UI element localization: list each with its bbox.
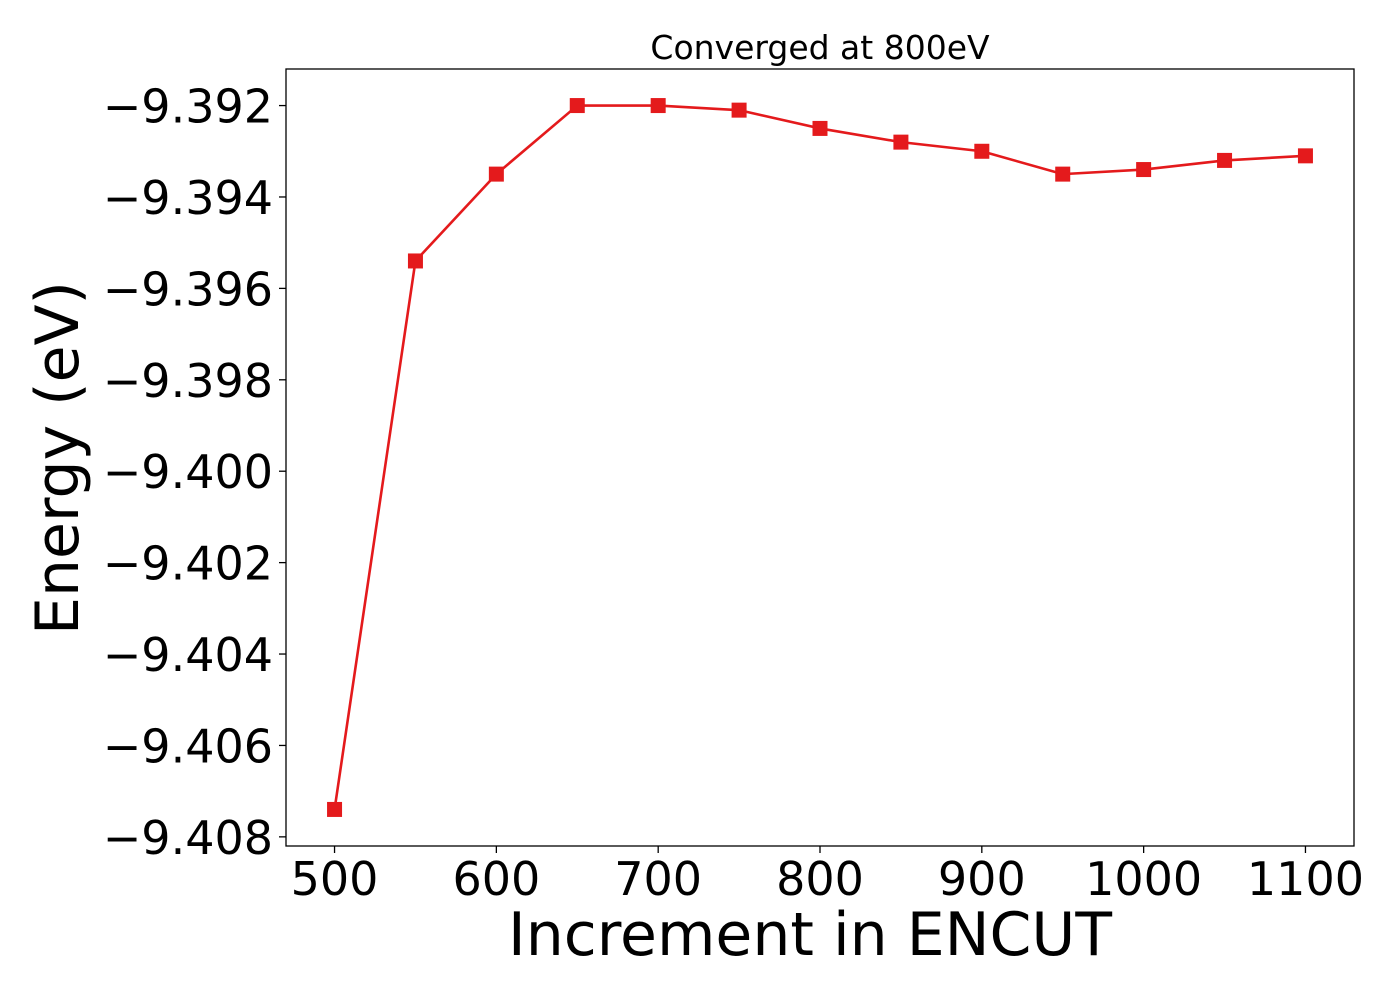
- data-point-marker: [974, 143, 990, 159]
- x-axis-label: Increment in ENCUT: [508, 900, 1112, 970]
- y-axis-label: Energy (eV): [23, 281, 93, 635]
- chart-title: Converged at 800eV: [650, 28, 990, 67]
- data-point-marker: [1055, 166, 1071, 182]
- series-layer: [327, 98, 1313, 817]
- y-tick-label: −9.408: [103, 811, 273, 865]
- x-tick-label: 600: [452, 852, 540, 906]
- y-tick-label: −9.406: [103, 719, 273, 773]
- data-point-marker: [650, 98, 666, 114]
- data-point-marker: [569, 98, 585, 114]
- data-point-marker: [327, 801, 343, 817]
- data-point-marker: [812, 120, 828, 136]
- y-tick-label: −9.404: [103, 628, 273, 682]
- data-point-marker: [893, 134, 909, 150]
- data-point-marker: [1217, 152, 1233, 168]
- y-tick-label: −9.402: [103, 537, 273, 591]
- y-tick-label: −9.392: [103, 80, 273, 134]
- plot-frame: [285, 68, 1355, 847]
- data-point-marker: [1297, 148, 1313, 164]
- x-tick-label: 900: [938, 852, 1026, 906]
- data-point-marker: [488, 166, 504, 182]
- y-tick-label: −9.400: [103, 445, 273, 499]
- y-axis-ticks: −9.392 −9.394 −9.396 −9.398 −9.400 −9.402 −9.4…: [103, 80, 286, 865]
- data-point-marker: [1136, 162, 1152, 178]
- x-tick-label: 1000: [1085, 852, 1202, 906]
- x-tick-label: 700: [614, 852, 702, 906]
- x-tick-label: 500: [291, 852, 379, 906]
- x-tick-label: 1100: [1247, 852, 1364, 906]
- data-point-marker: [731, 102, 747, 118]
- y-tick-label: −9.396: [103, 262, 273, 316]
- data-point-marker: [407, 253, 423, 269]
- x-axis-ticks: 500 600 700 800 900 1000 1100: [291, 846, 1364, 906]
- y-tick-label: −9.394: [103, 171, 273, 225]
- x-tick-label: 800: [776, 852, 864, 906]
- y-tick-label: −9.398: [103, 354, 273, 408]
